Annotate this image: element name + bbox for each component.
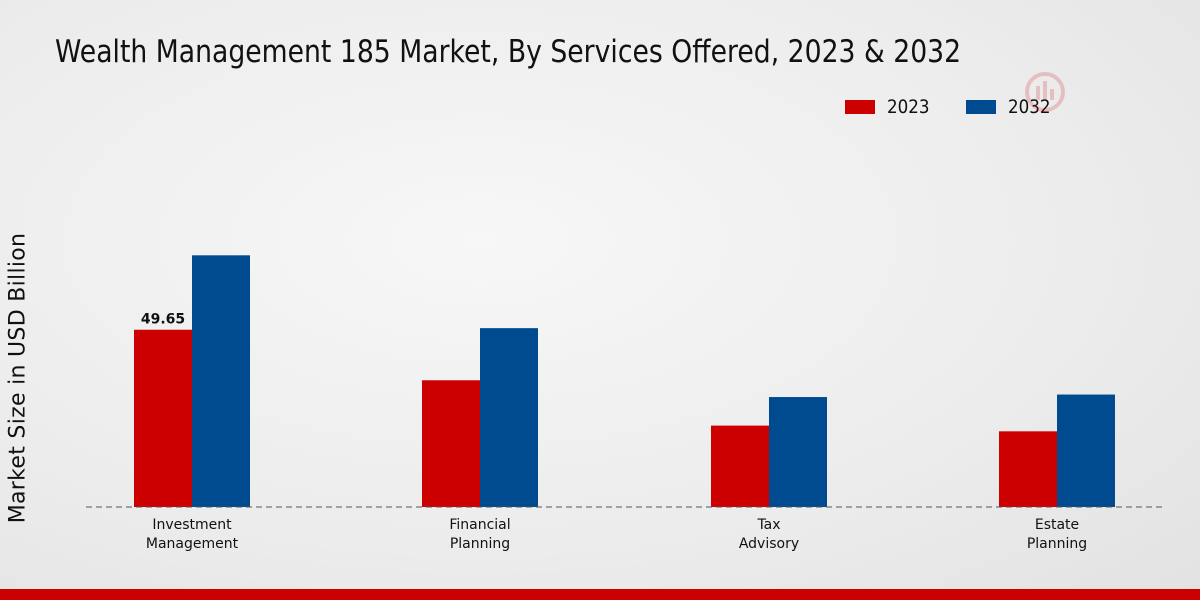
x-tick-label-3: Estate Planning bbox=[1027, 517, 1087, 552]
bar-2023-0 bbox=[134, 329, 192, 507]
legend-label-2032: 2032 bbox=[1008, 96, 1051, 118]
bars-group bbox=[134, 255, 1115, 507]
bar-2032-0 bbox=[192, 255, 250, 507]
legend-item-2023: 2023 bbox=[845, 96, 935, 118]
watermark-logo-icon bbox=[1010, 72, 1080, 116]
chart-title: Wealth Management 185 Market, By Service… bbox=[55, 34, 962, 70]
legend-swatch-2023 bbox=[845, 100, 875, 114]
legend-item-2032: 2032 bbox=[966, 96, 1056, 118]
bar-2023-3 bbox=[999, 431, 1057, 507]
x-tick-labels: Investment Management Financial Planning Tax… bbox=[146, 517, 1087, 552]
legend-label-2023: 2023 bbox=[887, 96, 930, 118]
x-tick-label-0: Investment Management bbox=[146, 517, 239, 552]
bar-2023-2 bbox=[711, 425, 769, 507]
footer-bar bbox=[0, 589, 1200, 600]
x-tick-label-1: Financial Planning bbox=[449, 517, 510, 552]
bar-2023-1 bbox=[422, 380, 480, 507]
data-label-0: 49.65 bbox=[141, 312, 185, 328]
x-tick-label-2: Tax Advisory bbox=[739, 517, 799, 552]
bar-2032-2 bbox=[769, 397, 827, 507]
data-labels: 49.65 bbox=[141, 312, 185, 328]
bar-2032-1 bbox=[480, 328, 538, 507]
bar-2032-3 bbox=[1057, 394, 1115, 507]
legend-swatch-2032 bbox=[966, 100, 996, 114]
